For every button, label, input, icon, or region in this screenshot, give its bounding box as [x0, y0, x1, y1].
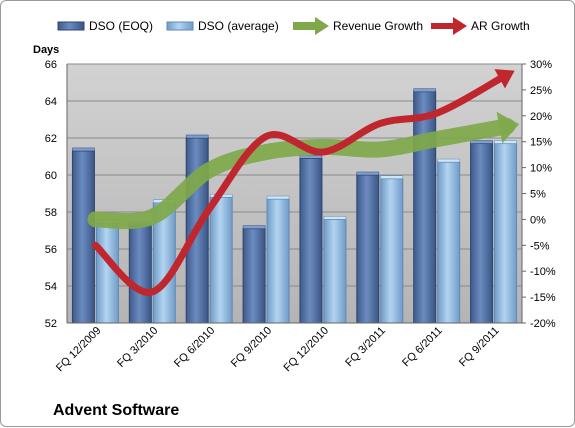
y2-tick-label: 20%: [530, 111, 552, 123]
y-tick-label: 58: [45, 207, 57, 219]
y-tick-label: 56: [45, 244, 57, 256]
y2-tick-label: -5%: [530, 240, 550, 252]
bar-dso-eoq: [242, 228, 266, 324]
bar-dso-average: [266, 198, 290, 324]
y-tick-label: 62: [45, 133, 57, 145]
bar-dso-eoq-top: [470, 140, 493, 144]
bar-dso-eoq: [128, 224, 152, 324]
bar-dso-average-top: [494, 140, 517, 144]
bar-dso-eoq-top: [356, 171, 380, 176]
x-tick-label: FQ 12/2010: [281, 325, 331, 375]
legend-ar-growth: AR Growth: [431, 17, 530, 35]
y-tick-label: 52: [45, 318, 57, 330]
bar-dso-average: [494, 143, 518, 324]
bar-dso-eoq-top: [185, 134, 209, 139]
y-axis-title: Days: [33, 44, 59, 56]
bar-dso-average: [380, 178, 404, 324]
x-tick-label: FQ 9/2010: [229, 325, 274, 370]
y2-tick-label: 30%: [530, 59, 552, 71]
bar-dso-average-top: [380, 175, 404, 179]
line-revenue-growth: [87, 118, 516, 230]
x-tick-label: FQ 6/2010: [172, 325, 217, 370]
legend-dso-eoq-label: DSO (EOQ): [89, 19, 153, 33]
legend-revenue-growth-arrowhead: [315, 17, 329, 35]
x-tick-label: FQ 3/2010: [115, 325, 160, 370]
bar-dso-eoq-top: [413, 88, 436, 92]
legend-dso-eoq-swatch: [57, 21, 85, 31]
legend-revenue-growth-label: Revenue Growth: [333, 19, 423, 33]
company-name: Advent Software: [53, 402, 179, 419]
bar-dso-eoq-top: [299, 155, 323, 159]
x-tick-label: FQ 3/2011: [343, 325, 388, 370]
legend-revenue-growth: Revenue Growth: [293, 17, 423, 35]
y2-tick-label: 0%: [530, 214, 546, 226]
bar-dso-average-top: [266, 195, 290, 200]
line-ar-growth: [91, 72, 508, 296]
y2-tick-label: -10%: [530, 266, 556, 278]
y2-tick-label: 15%: [530, 137, 552, 149]
y2-tick-label: 10%: [530, 163, 552, 175]
x-tick-label: FQ 12/2009: [54, 325, 104, 375]
bar-dso-eoq-top: [72, 147, 95, 152]
bar-dso-eoq: [299, 157, 323, 324]
line-ar-growth-arrowhead: [494, 69, 515, 89]
y2-tick-label: 5%: [530, 189, 546, 201]
bar-dso-average-top: [323, 216, 347, 220]
y-tick-label: 66: [45, 59, 57, 71]
x-tick-label: FQ 9/2011: [457, 325, 502, 370]
bar-dso-average: [437, 161, 461, 324]
legend-dso-eoq: DSO (EOQ): [57, 19, 153, 33]
legend-ar-growth-label: AR Growth: [471, 19, 530, 33]
bar-dso-average: [209, 196, 233, 324]
bar-dso-eoq: [470, 143, 494, 324]
x-tick-label: FQ 6/2011: [400, 325, 445, 370]
bar-dso-eoq-top: [242, 225, 266, 229]
bar-dso-eoq: [356, 174, 380, 324]
y-tick-label: 54: [45, 281, 57, 293]
y2-tick-label: -15%: [530, 292, 556, 304]
y-tick-label: 60: [45, 170, 57, 182]
legend-dso-average: DSO (average): [166, 19, 279, 33]
bar-dso-eoq: [413, 91, 437, 324]
legend-dso-average-swatch: [166, 21, 194, 31]
line-revenue-growth-arrowhead: [496, 111, 520, 144]
bar-dso-average: [323, 218, 347, 324]
y2-tick-label: -20%: [530, 318, 556, 330]
legend-dso-average-label: DSO (average): [198, 19, 279, 33]
y2-tick-label: 25%: [530, 85, 552, 97]
y-tick-label: 64: [45, 96, 57, 108]
legend-ar-growth-arrowhead: [453, 17, 467, 35]
bar-dso-average-top: [437, 158, 460, 163]
bar-dso-eoq: [71, 150, 95, 324]
